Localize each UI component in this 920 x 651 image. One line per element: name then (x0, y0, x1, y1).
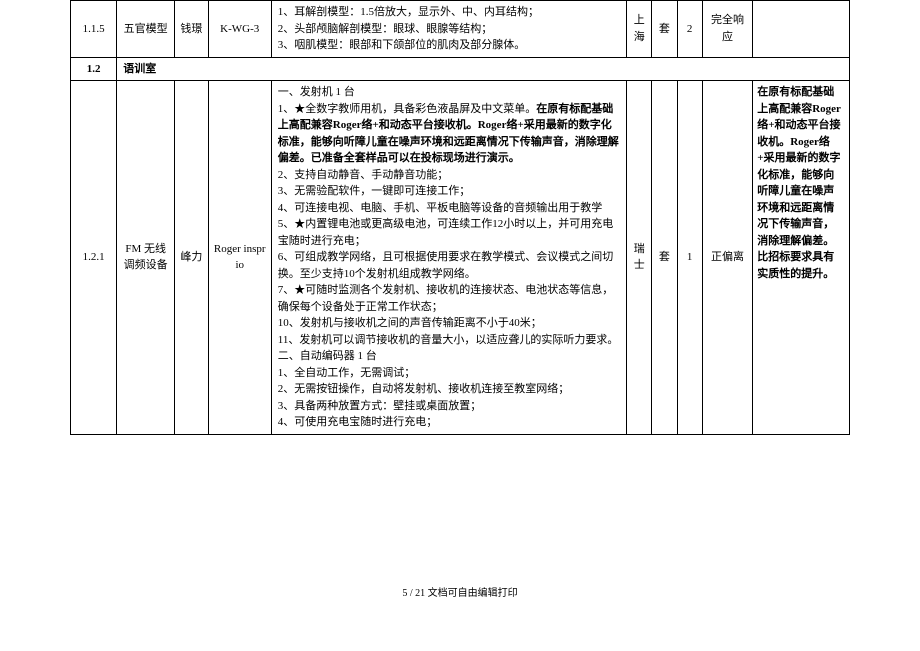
cell-model: K-WG-3 (208, 1, 271, 58)
spec-table: 1.1.5 五官模型 钱璟 K-WG-3 1、耳解剖模型：1.5倍放大，显示外、… (70, 0, 850, 435)
page-footer: 5 / 21 文档可自由编辑打印 (0, 584, 920, 599)
desc-line: 1、耳解剖模型：1.5倍放大，显示外、中、内耳结构； (278, 4, 622, 21)
cell-origin: 上海 (627, 1, 652, 58)
desc-line: 3、咽肌模型：眼部和下颌部位的肌肉及部分腺体。 (278, 37, 622, 54)
cell-brand: 峰力 (175, 81, 209, 435)
desc-line: 10、发射机与接收机之间的声音传输距离不小于40米； (278, 315, 622, 332)
cell-model: Roger insprio (208, 81, 271, 435)
cell-no: 1.2.1 (71, 81, 117, 435)
desc-line: 11、发射机可以调节接收机的音量大小，以适应聋儿的实际听力要求。 (278, 332, 622, 349)
desc-line: 二、自动编码器 1 台 (278, 348, 622, 365)
cell-desc: 一、发射机 1 台 1、★全数字教师用机，具备彩色液晶屏及中文菜单。在原有标配基… (271, 81, 626, 435)
cell-brand: 钱璟 (175, 1, 209, 58)
table-section-row: 1.2 语训室 (71, 57, 850, 81)
desc-line: 5、★内置锂电池或更高级电池，可连续工作12小时以上，并可用充电宝随时进行充电； (278, 216, 622, 249)
desc-line: 2、支持自动静音、手动静音功能； (278, 167, 622, 184)
cell-origin: 瑞士 (627, 81, 652, 435)
cell-section-no: 1.2 (71, 57, 117, 81)
desc-line: 2、无需按钮操作，自动将发射机、接收机连接至教室网络； (278, 381, 622, 398)
desc-line: 2、头部颅脑解剖模型：眼球、眼腺等结构； (278, 21, 622, 38)
cell-response: 完全响应 (702, 1, 752, 58)
desc-line: 4、可连接电视、电脑、手机、平板电脑等设备的音频输出用于教学 (278, 200, 622, 217)
desc-line: 3、具备两种放置方式：壁挂或桌面放置； (278, 398, 622, 415)
cell-remark (753, 1, 850, 58)
document-page: 1.1.5 五官模型 钱璟 K-WG-3 1、耳解剖模型：1.5倍放大，显示外、… (0, 0, 920, 435)
table-row: 1.1.5 五官模型 钱璟 K-WG-3 1、耳解剖模型：1.5倍放大，显示外、… (71, 1, 850, 58)
cell-remark: 在原有标配基础上高配兼容Roger络+和动态平台接收机。Roger络+采用最新的… (753, 81, 850, 435)
desc-line: 6、可组成教学网络，且可根据使用要求在教学模式、会议模式之间切换。至少支持10个… (278, 249, 622, 282)
cell-unit: 套 (652, 1, 677, 58)
desc-text: 1、★全数字教师用机，具备彩色液晶屏及中文菜单。 (278, 103, 537, 115)
desc-line: 3、无需验配软件，一键即可连接工作； (278, 183, 622, 200)
cell-section-name: 语训室 (117, 57, 850, 81)
desc-line: 一、发射机 1 台 (278, 84, 622, 101)
cell-name: FM 无线调频设备 (117, 81, 175, 435)
cell-name: 五官模型 (117, 1, 175, 58)
cell-unit: 套 (652, 81, 677, 435)
desc-line: 4、可使用充电宝随时进行充电； (278, 414, 622, 431)
cell-qty: 1 (677, 81, 702, 435)
desc-line: 7、★可随时监测各个发射机、接收机的连接状态、电池状态等信息，确保每个设备处于正… (278, 282, 622, 315)
cell-desc: 1、耳解剖模型：1.5倍放大，显示外、中、内耳结构； 2、头部颅脑解剖模型：眼球… (271, 1, 626, 58)
desc-line: 1、全自动工作，无需调试； (278, 365, 622, 382)
table-row: 1.2.1 FM 无线调频设备 峰力 Roger insprio 一、发射机 1… (71, 81, 850, 435)
desc-line: 1、★全数字教师用机，具备彩色液晶屏及中文菜单。在原有标配基础上高配兼容Roge… (278, 101, 622, 167)
cell-qty: 2 (677, 1, 702, 58)
cell-no: 1.1.5 (71, 1, 117, 58)
cell-response: 正偏离 (702, 81, 752, 435)
